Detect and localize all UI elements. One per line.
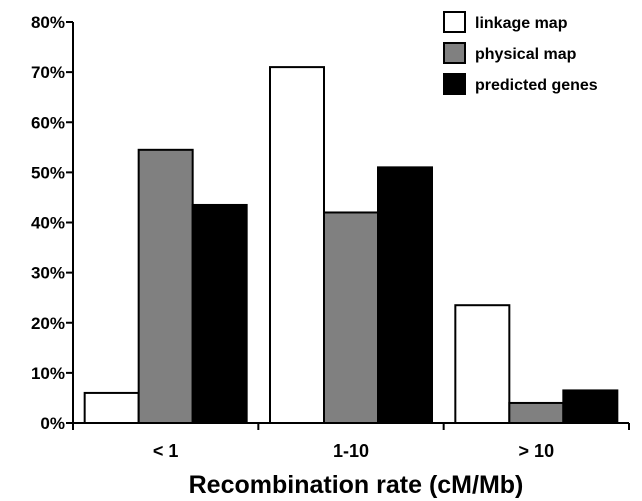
y-tick-label: 60% (31, 113, 65, 132)
legend-swatch (443, 42, 466, 64)
x-category-label: < 1 (153, 441, 179, 461)
y-ticks (66, 21, 73, 424)
bar-physical-map (137, 148, 194, 424)
legend-swatch (443, 11, 466, 33)
x-category-labels: < 1 1-10 > 10 (153, 441, 554, 461)
y-tick-label: 20% (31, 314, 65, 333)
y-tick-label: 40% (31, 214, 65, 233)
y-tick-label: 0% (40, 414, 65, 433)
bar-physical-map (508, 401, 565, 425)
bar-predicted-genes (377, 166, 433, 424)
bar-predicted-genes (562, 389, 619, 425)
y-tick-label: 50% (31, 163, 65, 182)
x-category-label: > 10 (519, 441, 555, 461)
legend-swatch (443, 73, 466, 95)
x-axis-title: Recombination rate (cM/Mb) (189, 471, 524, 499)
legend-label: linkage map (475, 15, 568, 32)
bar-linkage-map (454, 304, 511, 424)
legend-label: predicted genes (475, 77, 598, 94)
bar-predicted-genes (191, 203, 248, 424)
y-tick-labels: 0% 10% 20% 30% 40% 50% 60% 70% 80% (31, 13, 65, 433)
bar-physical-map (323, 211, 379, 424)
y-tick-label: 70% (31, 63, 65, 82)
y-tick-label: 80% (31, 13, 65, 32)
legend: linkage map physical map predicted genes (443, 11, 598, 95)
y-tick-label: 10% (31, 364, 65, 383)
legend-label: physical map (475, 46, 577, 63)
x-ticks (72, 423, 630, 430)
bars (83, 66, 619, 425)
x-category-label: 1-10 (333, 441, 369, 461)
bar-linkage-map (83, 391, 140, 424)
y-tick-label: 30% (31, 264, 65, 283)
bar-linkage-map (269, 66, 325, 425)
